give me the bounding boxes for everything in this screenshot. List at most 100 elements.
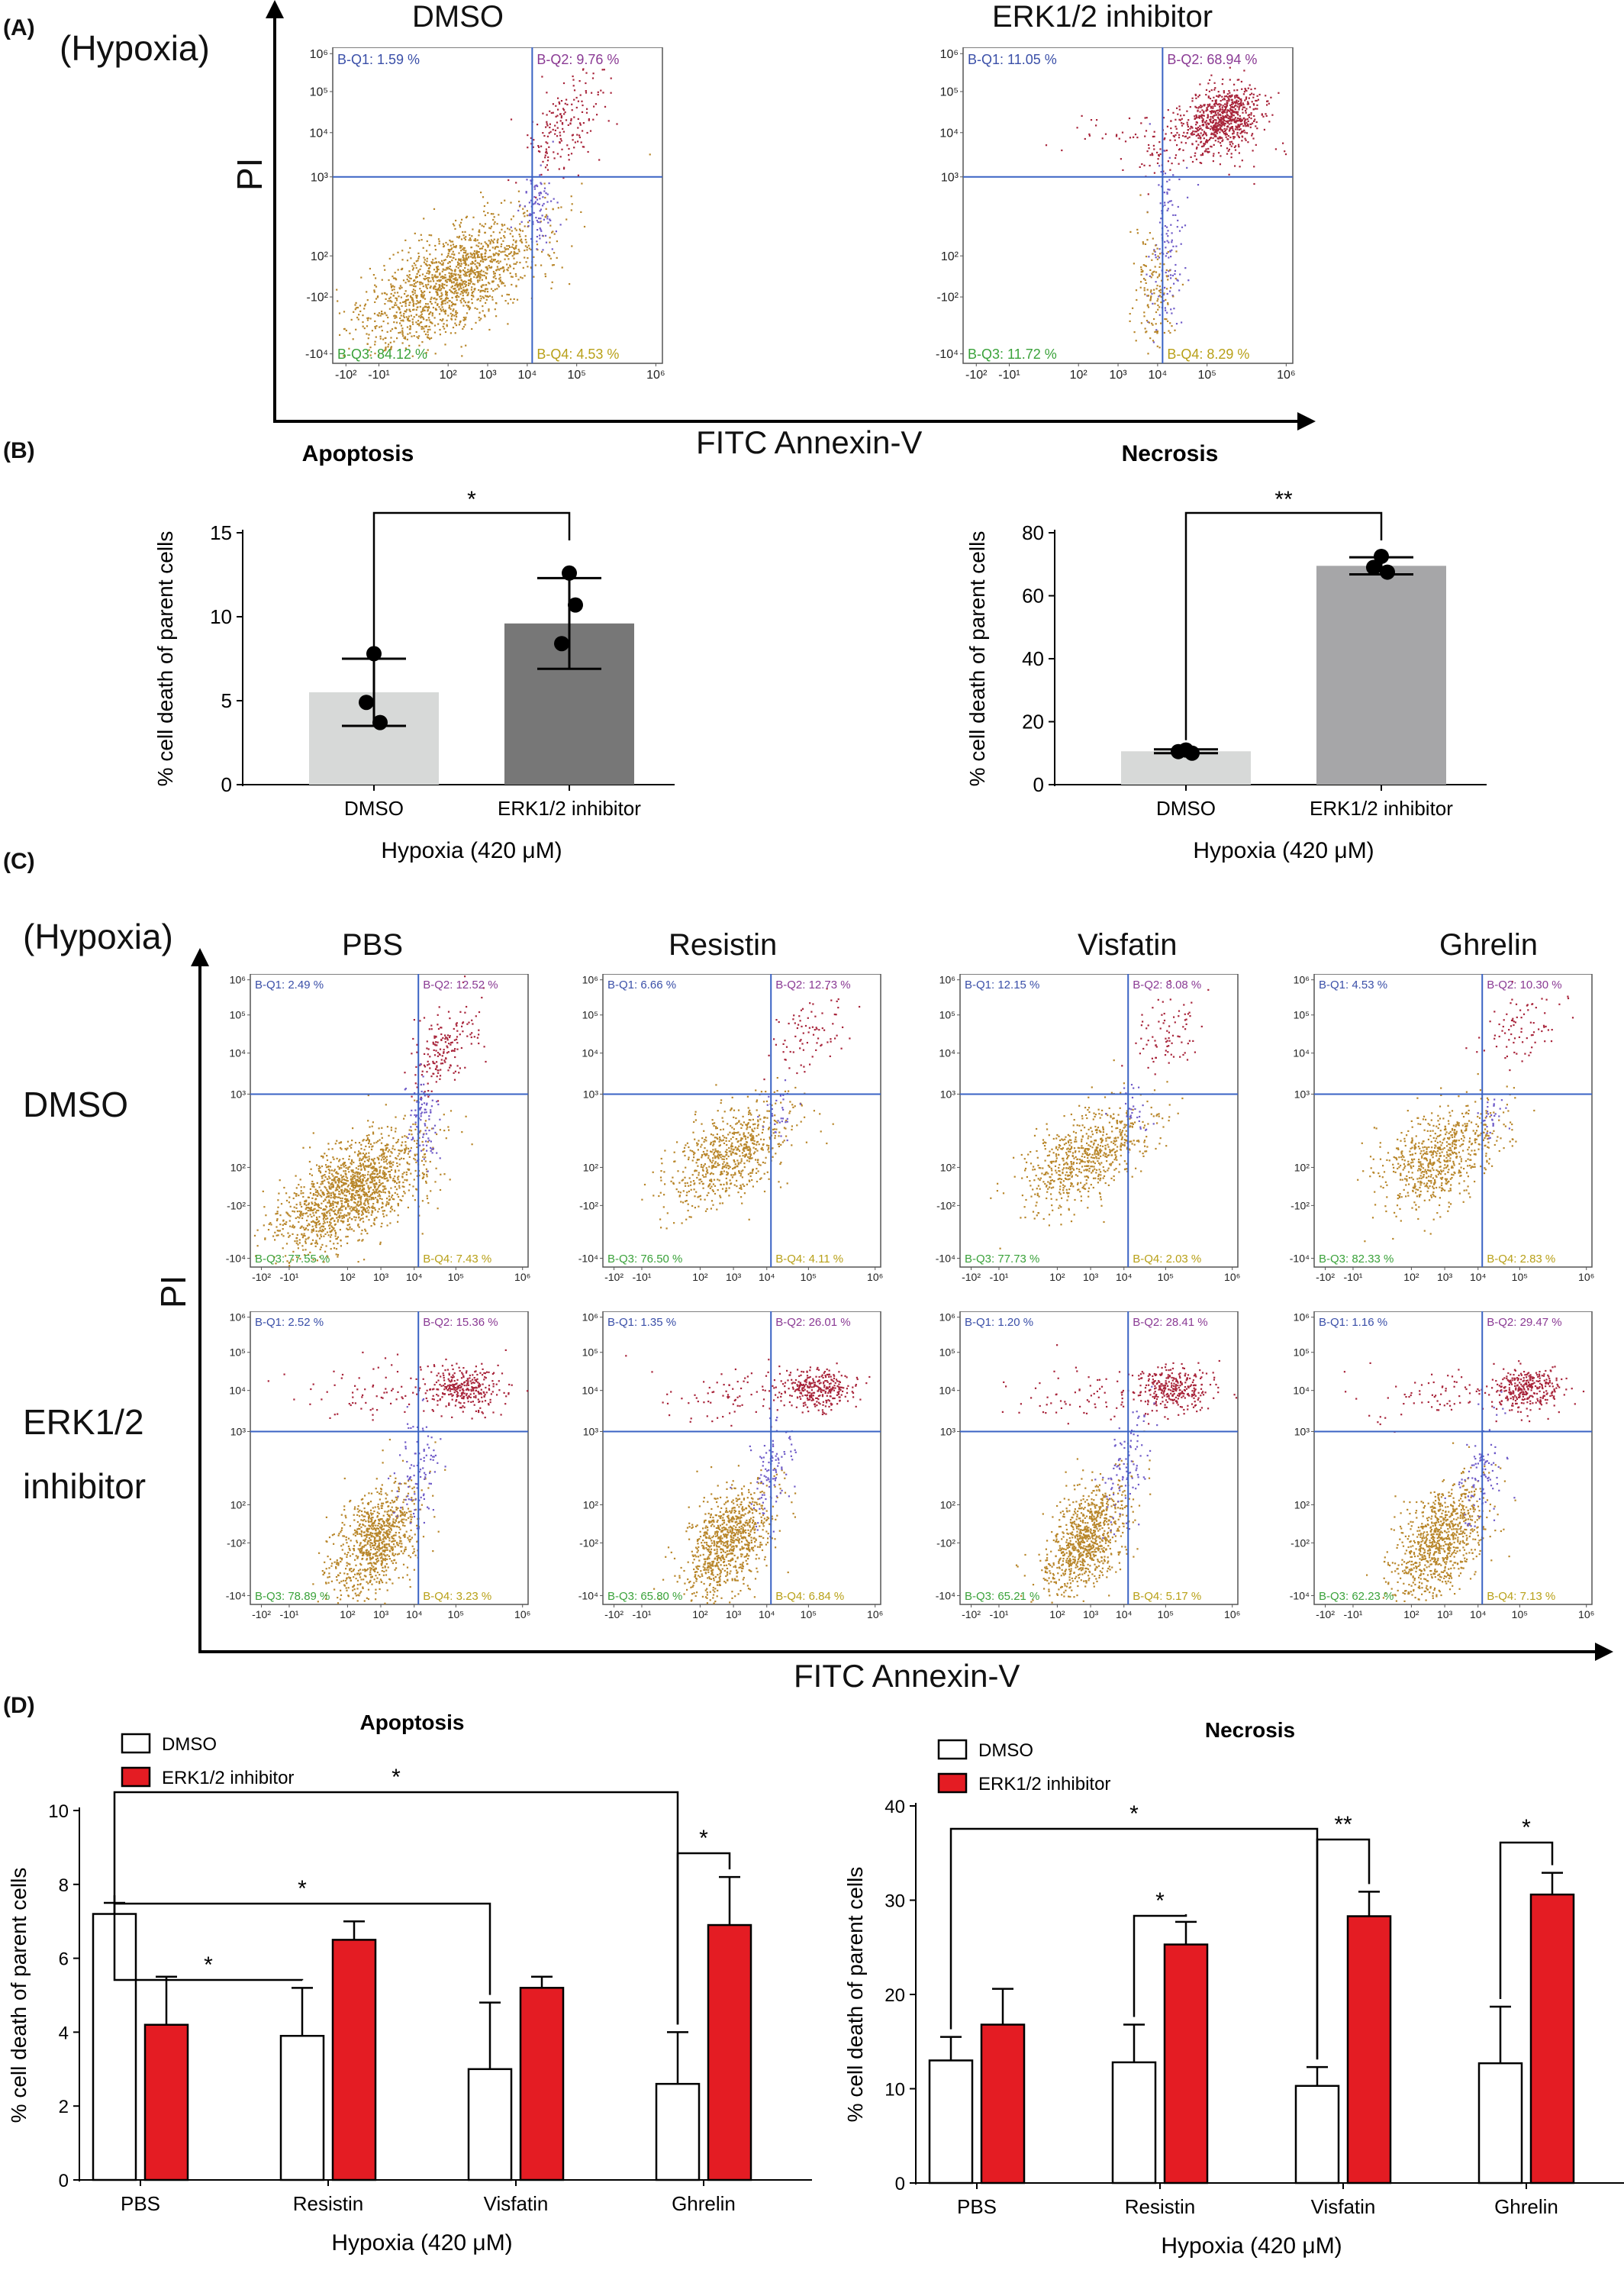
facs-event	[340, 1191, 343, 1193]
facs-event	[478, 256, 480, 258]
facs-event	[1157, 158, 1159, 160]
facs-event	[401, 1141, 404, 1143]
facs-event	[1149, 298, 1152, 301]
facs-event	[323, 1220, 325, 1222]
facs-event	[1223, 110, 1226, 112]
facs-event	[1230, 106, 1232, 108]
facs-event	[328, 1201, 330, 1203]
facs-event	[1171, 295, 1174, 297]
facs-event	[610, 92, 612, 94]
facs-event	[478, 289, 480, 292]
facs-event	[744, 1154, 746, 1156]
facs-event	[272, 1235, 275, 1237]
facs-event	[439, 328, 441, 331]
facs-event	[367, 1185, 369, 1187]
facs-event	[359, 1175, 361, 1179]
panel-c-row-erk-line2: inhibitor	[23, 1466, 147, 1506]
facs-event	[322, 1230, 324, 1232]
facs-event	[433, 285, 436, 287]
facs-event	[427, 277, 429, 279]
facs-event	[1164, 307, 1166, 309]
facs-event	[1220, 129, 1223, 131]
facs-event	[265, 1214, 267, 1217]
facs-event	[1201, 121, 1204, 123]
panel-c-col-visfatin: Visfatin	[1078, 928, 1178, 962]
facs-event	[452, 303, 454, 305]
facs-event	[1159, 289, 1162, 291]
facs-event	[1168, 241, 1170, 243]
facs-event	[441, 301, 443, 303]
facs-event	[415, 321, 417, 324]
facs-event	[504, 237, 506, 239]
facs-event	[528, 247, 530, 250]
facs-event	[1241, 119, 1243, 121]
facs-event	[1235, 111, 1237, 113]
facs-event	[397, 1220, 399, 1223]
facs-event	[330, 1217, 333, 1220]
facs-event	[1238, 126, 1241, 128]
facs-event	[292, 1259, 294, 1261]
facs-event	[324, 1205, 327, 1208]
facs-event	[422, 1156, 424, 1158]
facs-event	[1171, 274, 1174, 277]
facs-event	[537, 221, 540, 224]
facs-event	[446, 324, 448, 326]
facs-event	[511, 276, 514, 278]
facs-event	[492, 290, 495, 292]
facs-event	[400, 324, 403, 327]
facs-event	[345, 1182, 347, 1185]
facs-event	[442, 262, 444, 264]
facs-event	[466, 294, 469, 297]
facs-event	[1239, 132, 1242, 134]
facs-event	[499, 280, 501, 282]
facs-event	[450, 240, 452, 243]
facs-event	[442, 277, 444, 279]
facs-event	[327, 1148, 330, 1150]
facs-event	[427, 337, 430, 339]
facs-event	[368, 334, 370, 336]
facs-event	[341, 1192, 344, 1195]
facs-event	[501, 281, 504, 283]
facs-event	[461, 245, 463, 247]
facs-event	[395, 1130, 397, 1133]
facs-event	[421, 310, 424, 312]
facs-event	[1266, 104, 1268, 106]
facs-event	[299, 1212, 302, 1214]
facs-event	[1229, 141, 1231, 143]
facs-event	[1226, 103, 1228, 105]
facs-event	[315, 1224, 317, 1226]
facs-event	[468, 308, 471, 311]
facs-event	[1129, 320, 1131, 322]
facs-event	[1268, 121, 1271, 123]
facs-event	[556, 202, 559, 204]
facs-x-tick-label: 10⁵	[1197, 369, 1216, 382]
facs-event	[542, 160, 544, 163]
facs-event	[360, 1217, 362, 1220]
facs-event	[1213, 129, 1215, 131]
facs-event	[462, 316, 465, 319]
facs-event	[440, 309, 443, 311]
facs-event	[404, 336, 407, 338]
facs-event	[1146, 117, 1148, 119]
facs-event	[366, 1166, 369, 1168]
facs-event	[466, 275, 468, 277]
facs-event	[1167, 275, 1169, 277]
facs-event	[427, 1082, 429, 1085]
quadrant-label-q2: B-Q2: 68.94 %	[1167, 52, 1257, 67]
facs-event	[414, 285, 417, 288]
facs-event	[332, 1200, 334, 1203]
facs-event	[374, 1172, 376, 1175]
facs-event	[464, 324, 466, 326]
facs-event	[1155, 281, 1157, 283]
facs-event	[445, 241, 447, 244]
facs-event	[466, 289, 468, 292]
facs-event	[477, 251, 479, 253]
facs-event	[443, 1114, 445, 1116]
facs-event	[461, 355, 463, 357]
facs-event	[1189, 106, 1191, 108]
facs-event	[362, 321, 364, 324]
facs-event	[351, 1218, 353, 1220]
facs-event	[548, 146, 550, 148]
facs-event	[449, 239, 451, 242]
facs-event	[1233, 106, 1236, 108]
